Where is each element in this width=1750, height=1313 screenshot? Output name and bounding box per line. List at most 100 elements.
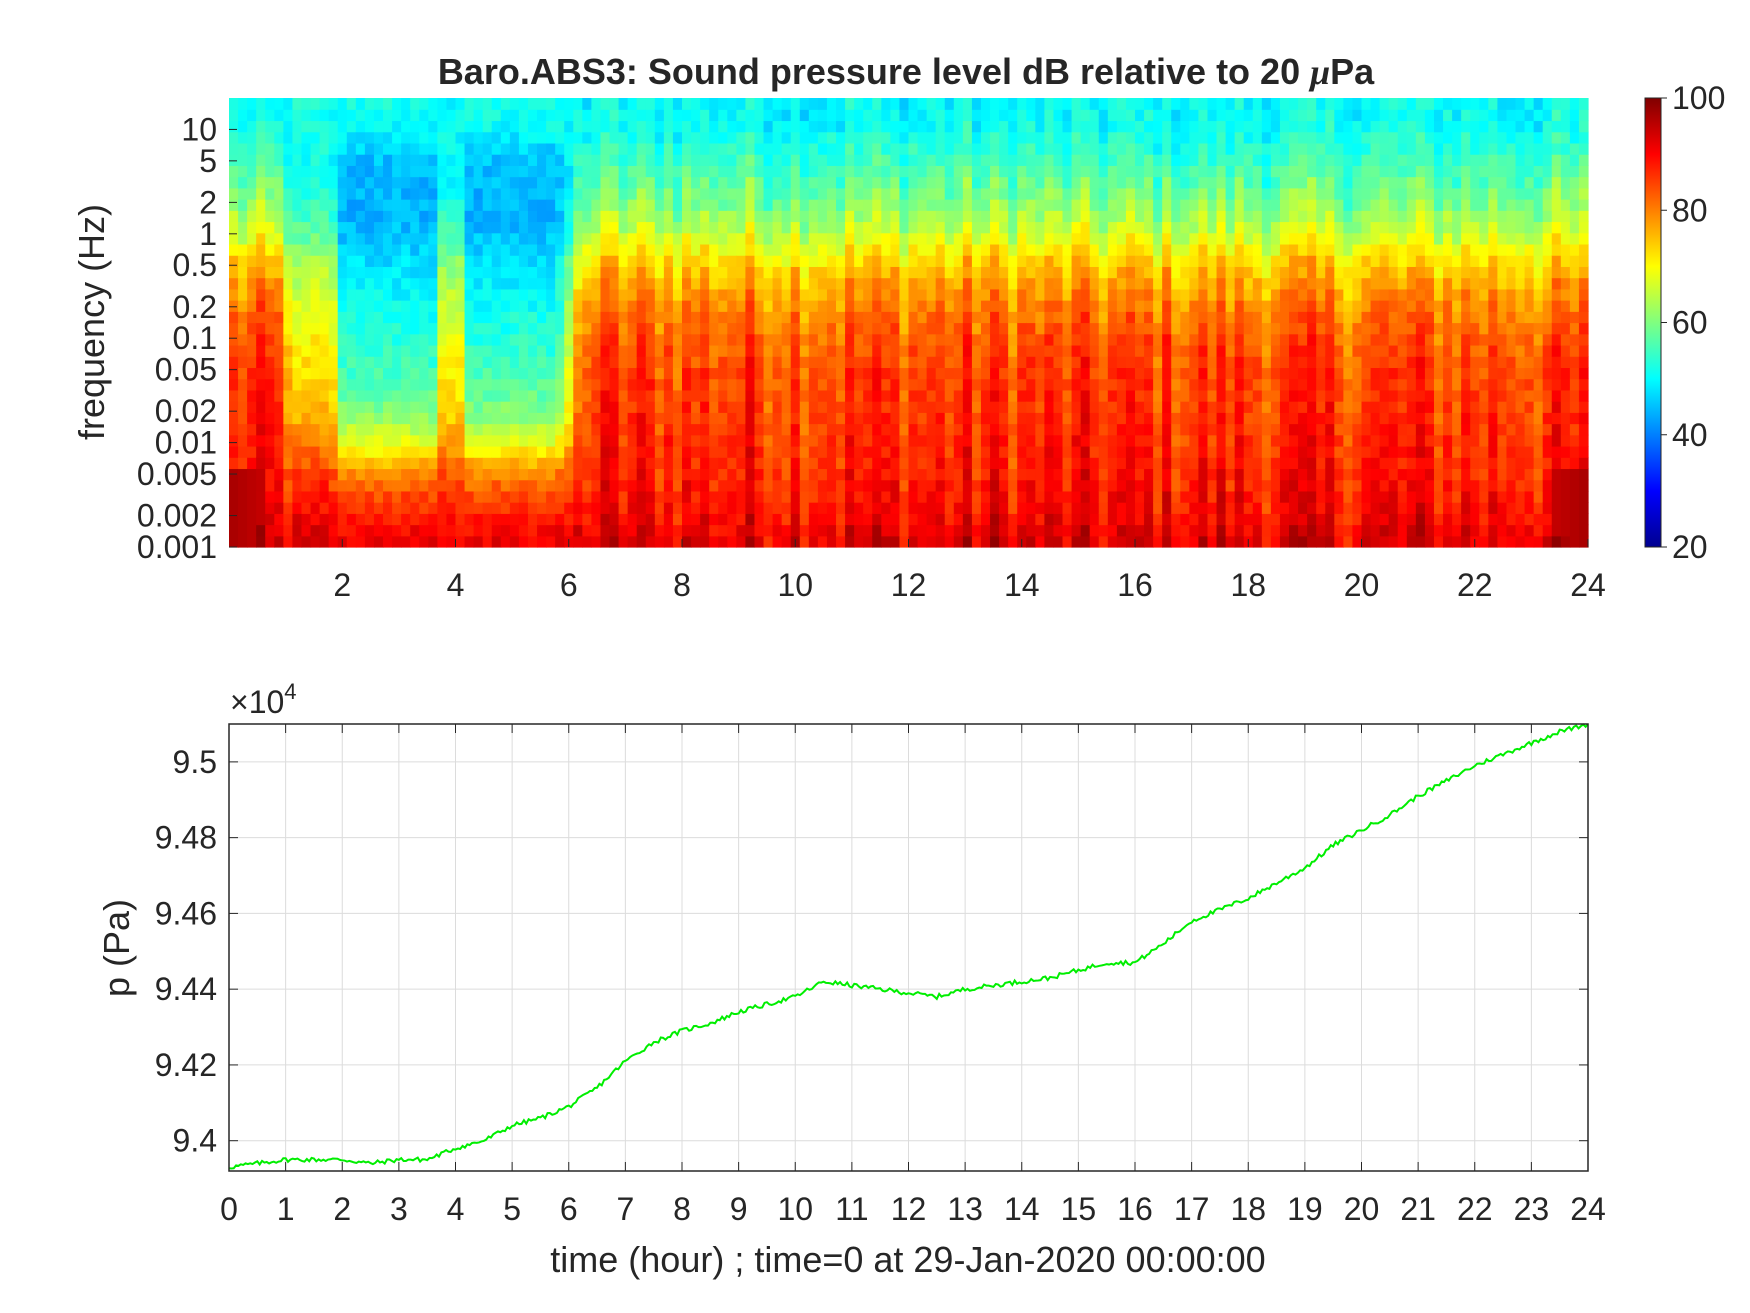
heatmap-cell — [1035, 154, 1045, 166]
heatmap-cell — [1261, 356, 1272, 368]
heatmap-cell — [772, 490, 783, 503]
heatmap-cell — [654, 490, 665, 503]
heatmap-cell — [310, 401, 321, 413]
heatmap-cell — [419, 457, 429, 470]
heatmap-cell — [872, 434, 882, 447]
heatmap-cell — [917, 165, 928, 178]
heatmap-cell — [491, 356, 502, 368]
heatmap-cell — [328, 300, 339, 312]
heatmap-cell — [364, 255, 375, 267]
heatmap-cell — [944, 266, 955, 279]
heatmap-cell — [845, 142, 855, 155]
heatmap-cell — [718, 311, 728, 324]
heatmap-cell — [555, 98, 565, 110]
heatmap-cell — [790, 513, 801, 526]
heatmap-cell — [1234, 367, 1245, 380]
heatmap-cell — [999, 356, 1009, 368]
heatmap-cell — [564, 154, 574, 166]
heatmap-cell — [1035, 288, 1045, 301]
heatmap-cell — [718, 255, 728, 267]
heatmap-cell — [310, 266, 321, 279]
heatmap-cell — [1279, 513, 1290, 526]
heatmap-cell — [537, 98, 547, 110]
heatmap-cell — [455, 401, 466, 413]
heatmap-cell — [582, 490, 592, 503]
heatmap-cell — [1307, 535, 1317, 548]
heatmap-cell — [709, 142, 719, 155]
heatmap-cell — [600, 154, 611, 166]
heatmap-cell — [745, 109, 756, 122]
heatmap-cell — [654, 322, 665, 335]
heatmap-cell — [337, 221, 348, 234]
heatmap-cell — [1107, 490, 1118, 503]
heatmap-cell — [383, 344, 393, 357]
heatmap-cell — [845, 356, 855, 368]
heatmap-cell — [428, 490, 438, 503]
heatmap-cell — [292, 468, 303, 481]
heatmap-cell — [826, 490, 837, 503]
heatmap-cell — [990, 389, 1000, 402]
heatmap-cell — [428, 288, 438, 301]
heatmap-cell — [355, 490, 366, 503]
heatmap-cell — [1234, 243, 1245, 256]
heatmap-cell — [355, 311, 366, 324]
heatmap-cell — [990, 524, 1000, 537]
heatmap-cell — [817, 288, 828, 301]
heatmap-cell — [1316, 389, 1326, 402]
heatmap-cell — [301, 232, 312, 245]
heatmap-cell — [727, 176, 737, 189]
heatmap-cell — [1035, 401, 1045, 413]
heatmap-cell — [1352, 457, 1363, 470]
heatmap-cell — [265, 356, 275, 368]
heatmap-cell — [392, 367, 402, 380]
heatmap-cell — [817, 535, 828, 548]
heatmap-cell — [1144, 142, 1154, 155]
heatmap-cell — [1270, 300, 1281, 312]
heatmap-cell — [1062, 502, 1073, 514]
heatmap-cell — [564, 288, 574, 301]
heatmap-cell — [1044, 535, 1055, 548]
heatmap-cell — [718, 120, 728, 133]
heatmap-cell — [274, 266, 284, 279]
heatmap-cell — [518, 277, 529, 290]
heatmap-cell — [1080, 277, 1091, 290]
heatmap-cell — [1279, 445, 1290, 458]
heatmap-cell — [627, 502, 638, 514]
heatmap-cell — [446, 221, 457, 234]
heatmap-cell — [908, 154, 919, 166]
heatmap-cell — [1035, 333, 1045, 346]
heatmap-cell — [817, 221, 828, 234]
heatmap-cell — [990, 445, 1000, 458]
heatmap-cell — [1135, 423, 1145, 436]
heatmap-cell — [1207, 412, 1218, 425]
heatmap-cell — [1352, 434, 1363, 447]
heatmap-cell — [1044, 142, 1055, 155]
heatmap-cell — [817, 154, 828, 166]
heatmap-cell — [808, 367, 819, 380]
heatmap-cell — [527, 165, 538, 178]
heatmap-cell — [890, 356, 901, 368]
heatmap-cell — [364, 98, 375, 110]
heatmap-cell — [1316, 300, 1326, 312]
heatmap-cell — [1080, 187, 1091, 200]
heatmap-cell — [446, 266, 457, 279]
heatmap-cell — [1162, 142, 1172, 155]
heatmap-cell — [1316, 176, 1326, 189]
heatmap-cell — [1008, 322, 1018, 335]
heatmap-cell — [826, 142, 837, 155]
heatmap-cell — [754, 232, 765, 245]
heatmap-cell — [1125, 187, 1136, 200]
heatmap-cell — [464, 288, 475, 301]
heatmap-cell — [763, 401, 774, 413]
heatmap-cell — [1008, 490, 1018, 503]
heatmap-cell — [537, 401, 547, 413]
heatmap-cell — [283, 255, 294, 267]
heatmap-cell — [346, 187, 357, 200]
heatmap-cell — [1008, 445, 1018, 458]
heatmap-cell — [564, 502, 574, 514]
heatmap-cell — [1243, 187, 1254, 200]
heatmap-cell — [437, 120, 448, 133]
heatmap-cell — [328, 423, 339, 436]
heatmap-cell — [781, 210, 792, 223]
heatmap-cell — [999, 490, 1009, 503]
